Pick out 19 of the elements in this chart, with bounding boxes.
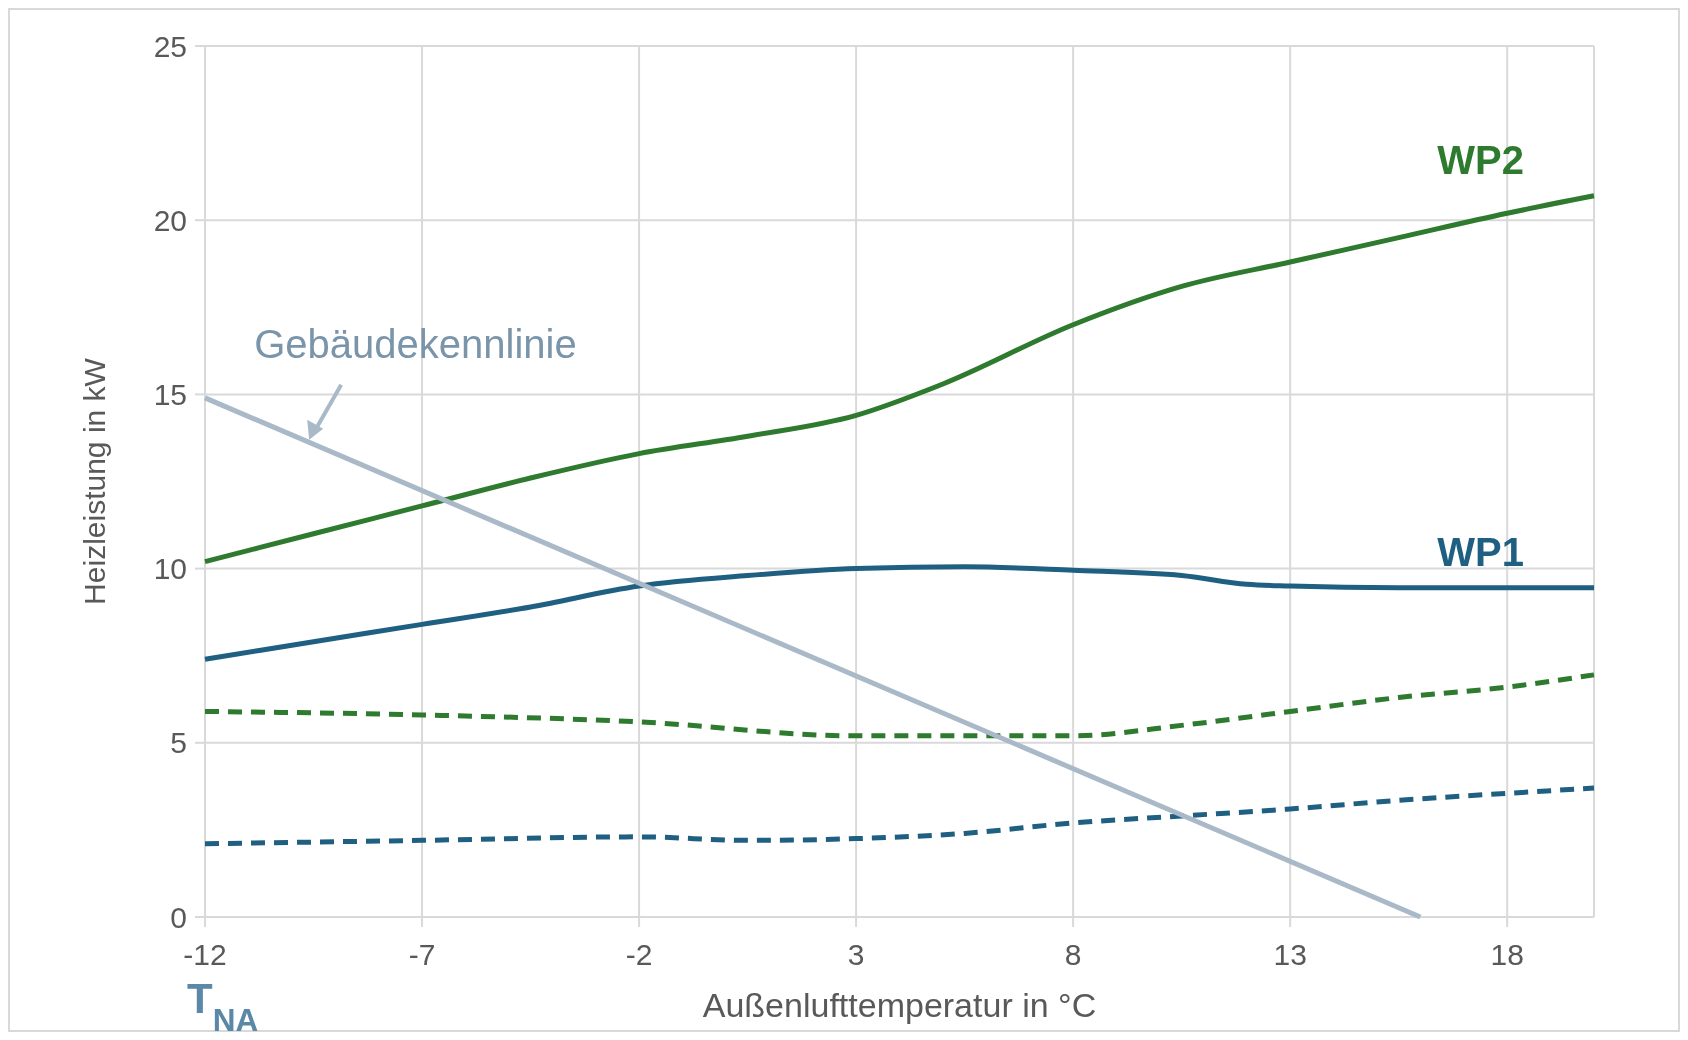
y-tick-label: 15	[153, 377, 187, 411]
x-tick-label: 18	[1490, 938, 1524, 971]
y-tick-label: 0	[170, 900, 187, 934]
x-axis-title: Außenlufttemperatur in °C	[702, 986, 1097, 1024]
x-tick-label: -12	[183, 938, 227, 971]
series-label: WP1	[1437, 529, 1524, 574]
y-axis-title: Heizleistung in kW	[78, 357, 111, 605]
x-tick-label: -2	[625, 938, 653, 971]
y-tick-label: 20	[153, 203, 187, 237]
x-tick-label: 13	[1273, 938, 1307, 971]
y-tick-label: 25	[153, 29, 187, 63]
text: T$_{NA}$	[187, 975, 259, 1038]
x-tick-label: 3	[847, 938, 865, 971]
series-label: WP2	[1437, 137, 1524, 182]
y-tick-label: 10	[153, 552, 187, 586]
y-tick-label: 5	[170, 726, 187, 760]
annotation: Gebäudekennlinie	[254, 321, 577, 366]
x-tick-label: -7	[408, 938, 436, 971]
x-tick-label: 8	[1064, 938, 1082, 971]
